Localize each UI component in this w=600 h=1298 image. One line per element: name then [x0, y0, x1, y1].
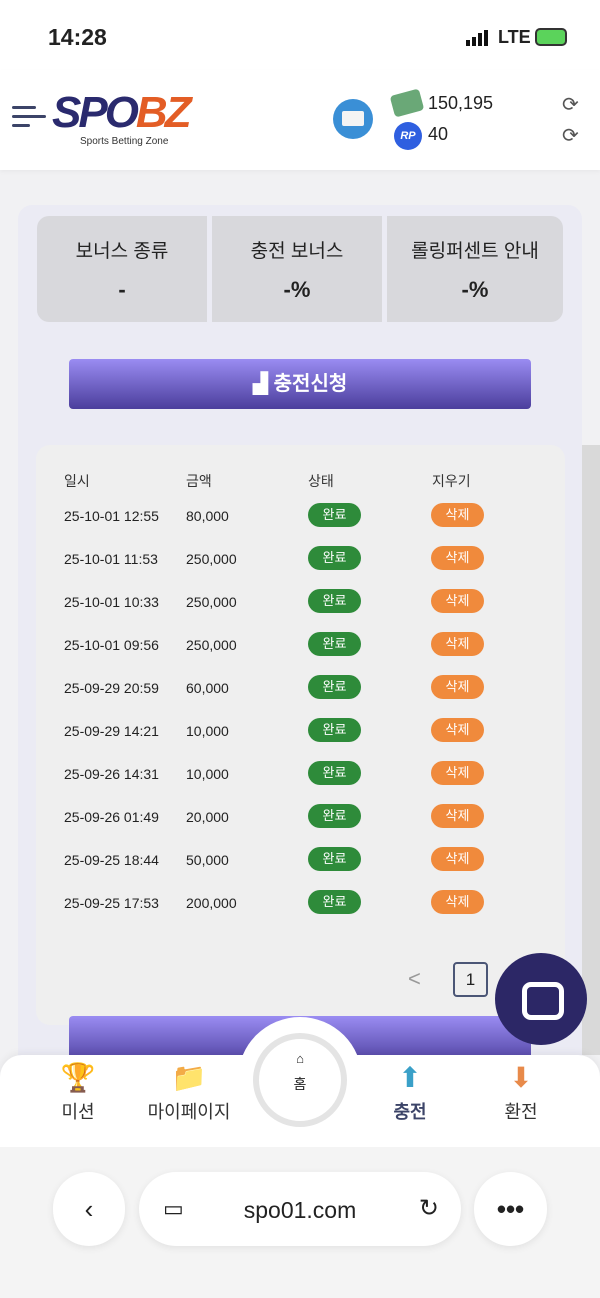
row-date: 25-09-26 14:31: [64, 766, 159, 782]
status-badge: 완료: [308, 804, 361, 828]
header-amount: 금액: [186, 473, 212, 489]
row-date: 25-10-01 10:33: [64, 594, 159, 610]
row-amount: 80,000: [186, 508, 229, 524]
status-badge: 완료: [308, 589, 361, 613]
delete-button[interactable]: 삭제: [431, 718, 484, 742]
info-rolling-percent: 롤링퍼센트 안내 -%: [387, 216, 563, 322]
url-text: spo01.com: [243, 1197, 357, 1223]
points-icon: RP: [394, 122, 422, 150]
table-row: 25-09-29 14:21 10,000 완료 삭제: [0, 718, 600, 761]
deposit-icon: ⬆: [398, 1062, 422, 1093]
status-badge: 완료: [308, 632, 361, 656]
delete-button[interactable]: 삭제: [431, 761, 484, 785]
row-date: 25-10-01 12:55: [64, 508, 159, 524]
cash-balance: 150,195: [428, 93, 494, 113]
header-delete: 지우기: [432, 473, 471, 489]
table-row: 25-10-01 09:56 250,000 완료 삭제: [0, 632, 600, 675]
row-date: 25-09-25 17:53: [64, 895, 159, 911]
charge-icon: ▟: [252, 373, 274, 395]
delete-button[interactable]: 삭제: [431, 546, 484, 570]
table-row: 25-09-26 01:49 20,000 완료 삭제: [0, 804, 600, 847]
status-badge: 완료: [308, 546, 361, 570]
info-bonus-type: 보너스 종류 -: [37, 216, 207, 322]
reload-icon[interactable]: ↻: [418, 1195, 439, 1222]
network-label: LTE: [498, 27, 531, 47]
table-row: 25-09-26 14:31 10,000 완료 삭제: [0, 761, 600, 804]
menu-icon[interactable]: [0, 90, 50, 130]
row-date: 25-10-01 11:53: [64, 551, 158, 567]
chat-icon[interactable]: [495, 953, 587, 1045]
logo-subtitle: Sports Betting Zone: [80, 136, 169, 147]
delete-button[interactable]: 삭제: [431, 675, 484, 699]
table-row: 25-10-01 11:53 250,000 완료 삭제: [0, 546, 600, 589]
cash-icon: [389, 88, 425, 118]
table-row: 25-10-01 10:33 250,000 완료 삭제: [0, 589, 600, 632]
nav-home[interactable]: ⌂ 홈: [253, 1033, 347, 1127]
tabs-icon: ▭: [163, 1196, 184, 1221]
points-balance: 40: [428, 124, 449, 144]
row-amount: 200,000: [186, 895, 237, 911]
more-button[interactable]: •••: [474, 1172, 547, 1246]
header-date: 일시: [64, 473, 90, 489]
folder-icon: 📁: [171, 1062, 207, 1093]
delete-button[interactable]: 삭제: [431, 890, 484, 914]
refresh-cash-icon[interactable]: ⟳: [562, 94, 579, 116]
status-badge: 완료: [308, 675, 361, 699]
header: SPOBZ Sports Betting Zone 150,195 RP 40 …: [0, 70, 600, 170]
clock: 14:28: [48, 24, 107, 50]
back-button[interactable]: ‹: [53, 1172, 125, 1246]
prev-page-button[interactable]: <: [408, 966, 421, 991]
status-badge: 완료: [308, 503, 361, 527]
table-row: 25-09-29 20:59 60,000 완료 삭제: [0, 675, 600, 718]
address-bar[interactable]: ▭ spo01.com ↻: [139, 1172, 461, 1246]
table-row: 25-10-01 12:55 80,000 완료 삭제: [0, 503, 600, 546]
row-amount: 250,000: [186, 637, 237, 653]
info-charge-bonus: 충전 보너스 -%: [212, 216, 382, 322]
row-amount: 10,000: [186, 766, 229, 782]
page-1-button[interactable]: 1: [453, 962, 488, 997]
row-date: 25-10-01 09:56: [64, 637, 159, 653]
home-icon: ⌂: [296, 1051, 304, 1066]
row-amount: 250,000: [186, 551, 237, 567]
row-date: 25-09-29 14:21: [64, 723, 159, 739]
delete-button[interactable]: 삭제: [431, 503, 484, 527]
row-amount: 250,000: [186, 594, 237, 610]
delete-button[interactable]: 삭제: [431, 804, 484, 828]
trophy-icon: 🏆: [60, 1062, 96, 1093]
delete-button[interactable]: 삭제: [431, 589, 484, 613]
header-status: 상태: [308, 473, 334, 489]
nav-withdraw[interactable]: ⬇ 환전: [471, 1058, 571, 1124]
row-amount: 50,000: [186, 852, 229, 868]
row-date: 25-09-25 18:44: [64, 852, 159, 868]
status-badge: 완료: [308, 761, 361, 785]
status-badge: 완료: [308, 847, 361, 871]
table-row: 25-09-25 17:53 200,000 완료 삭제: [0, 890, 600, 933]
nav-mypage[interactable]: 📁 마이페이지: [139, 1058, 239, 1124]
background-image: [580, 445, 600, 1055]
row-date: 25-09-26 01:49: [64, 809, 159, 825]
status-bar: [0, 0, 600, 70]
withdraw-icon: ⬇: [509, 1062, 533, 1093]
row-amount: 10,000: [186, 723, 229, 739]
nav-deposit[interactable]: ⬆ 충전: [360, 1058, 460, 1124]
row-date: 25-09-29 20:59: [64, 680, 159, 696]
signal-icon: [466, 30, 492, 46]
logo[interactable]: SPOBZ: [52, 88, 192, 137]
status-badge: 완료: [308, 718, 361, 742]
nav-mission[interactable]: 🏆 미션: [28, 1058, 128, 1124]
table-row: 25-09-25 18:44 50,000 완료 삭제: [0, 847, 600, 890]
row-amount: 20,000: [186, 809, 229, 825]
battery-icon: [535, 28, 567, 46]
delete-button[interactable]: 삭제: [431, 632, 484, 656]
row-amount: 60,000: [186, 680, 229, 696]
delete-button[interactable]: 삭제: [431, 847, 484, 871]
charge-request-button[interactable]: ▟ 충전신청: [69, 359, 531, 409]
mail-icon[interactable]: [333, 99, 373, 139]
status-badge: 완료: [308, 890, 361, 914]
refresh-points-icon[interactable]: ⟳: [562, 125, 579, 147]
